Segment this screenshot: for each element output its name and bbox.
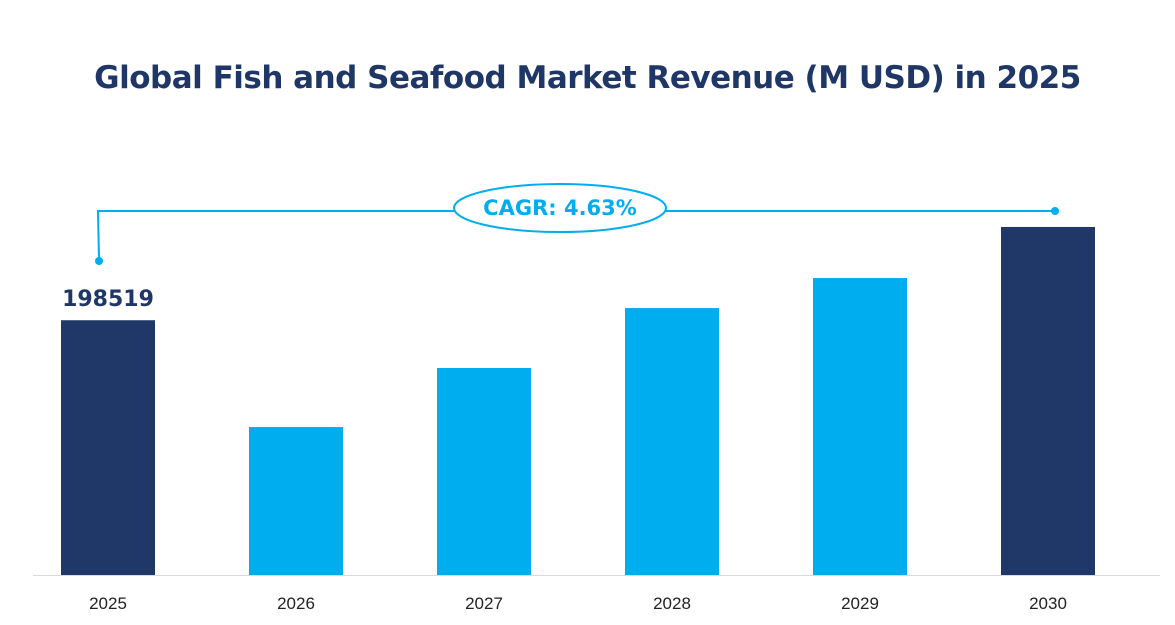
- x-tick-label-2028: 2028: [653, 594, 691, 613]
- bar-2027: [437, 367, 531, 575]
- bar-2028: [625, 308, 719, 575]
- bar-2025: [61, 320, 155, 575]
- bar-2029: [813, 278, 907, 575]
- cagr-annotation: CAGR: 4.63%: [95, 183, 1059, 265]
- cagr-label: CAGR: 4.63%: [483, 196, 637, 220]
- x-tick-label-2029: 2029: [841, 594, 879, 613]
- x-tick-label-2027: 2027: [465, 594, 503, 613]
- cagr-ellipse: [453, 183, 667, 233]
- cagr-dot-start: [95, 257, 103, 265]
- bar-2030: [1001, 226, 1095, 575]
- cagr-dot-end: [1051, 207, 1059, 215]
- data-label-2025: 198519: [62, 287, 154, 312]
- x-tick-label-2026: 2026: [277, 594, 315, 613]
- x-tick-label-2025: 2025: [89, 594, 127, 613]
- chart-title: Global Fish and Seafood Market Revenue (…: [94, 60, 1081, 96]
- bar-2026: [249, 427, 343, 575]
- cagr-line-left: [96, 210, 454, 261]
- x-tick-label-2030: 2030: [1029, 594, 1067, 613]
